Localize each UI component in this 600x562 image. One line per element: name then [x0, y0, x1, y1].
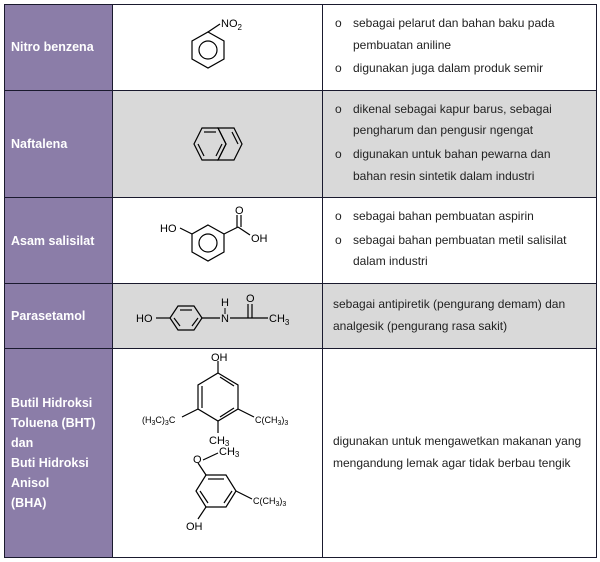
- description-cell: sebagai pelarut dan bahan baku pada pemb…: [323, 5, 597, 91]
- label-o: O: [235, 205, 244, 217]
- table-row: Naftalena dikenal sebagai kapur barus, s…: [5, 90, 597, 197]
- compound-name: Naftalena: [5, 90, 113, 197]
- label-oh: OH: [186, 521, 203, 533]
- label-h: H: [221, 297, 229, 309]
- structure-cell: HO O OH: [113, 198, 323, 284]
- label-oh: OH: [211, 353, 228, 364]
- structure-cell: OH (H3C)3C C(CH3)3 CH3 O CH3 C(CH3)3: [113, 348, 323, 557]
- compound-name: Asam salisilat: [5, 198, 113, 284]
- structure-cell: HO N H O CH3: [113, 283, 323, 348]
- desc-text: digunakan untuk mengawetkan makanan yang…: [333, 434, 581, 470]
- paracetamol-structure: HO N H O CH3: [118, 288, 318, 344]
- description-cell: digunakan untuk mengawetkan makanan yang…: [323, 348, 597, 557]
- description-list: sebagai bahan pembuatan aspirin sebagai …: [333, 206, 586, 273]
- structure-cell: NO2: [113, 5, 323, 91]
- nitrobenzene-structure: NO2: [158, 17, 278, 77]
- description-cell: sebagai antipiretik (pengurang demam) da…: [323, 283, 597, 348]
- desc-item: sebagai bahan pembuatan aspirin: [349, 206, 586, 228]
- label-ch3: CH3: [219, 446, 240, 459]
- table-row: Parasetamol HO N H: [5, 283, 597, 348]
- description-cell: dikenal sebagai kapur barus, sebagai pen…: [323, 90, 597, 197]
- description-list: dikenal sebagai kapur barus, sebagai pen…: [333, 99, 586, 187]
- label-cch33: C(CH3)3: [255, 415, 288, 427]
- table-row: Butil HidroksiToluena (BHT)danButi Hidro…: [5, 348, 597, 557]
- desc-item: dikenal sebagai kapur barus, sebagai pen…: [349, 99, 586, 142]
- bht-bha-structure: OH (H3C)3C C(CH3)3 CH3 O CH3 C(CH3)3: [118, 353, 318, 553]
- table-row: Nitro benzena NO2 sebagai pelarut dan ba…: [5, 5, 597, 91]
- label-h3c3c: (H3C)3C: [142, 415, 176, 427]
- label-n: N: [221, 313, 229, 325]
- description-cell: sebagai bahan pembuatan aspirin sebagai …: [323, 198, 597, 284]
- desc-item: sebagai pelarut dan bahan baku pada pemb…: [349, 13, 586, 56]
- table-row: Asam salisilat HO O OH sebagai bahan: [5, 198, 597, 284]
- label-oh: OH: [251, 233, 268, 245]
- compound-name: Nitro benzena: [5, 5, 113, 91]
- label-no2: NO2: [221, 18, 243, 32]
- structure-cell: [113, 90, 323, 197]
- label-ch3: CH3: [269, 313, 290, 327]
- label-cch33: C(CH3)3: [253, 496, 286, 508]
- salicylic-structure: HO O OH: [138, 205, 298, 277]
- label-ho: HO: [136, 313, 153, 325]
- label-ho: HO: [160, 223, 177, 235]
- description-list: sebagai pelarut dan bahan baku pada pemb…: [333, 13, 586, 80]
- desc-item: digunakan juga dalam produk semir: [349, 58, 586, 80]
- desc-item: digunakan untuk bahan pewarna dan bahan …: [349, 144, 586, 187]
- naphthalene-structure: [148, 114, 288, 174]
- compound-name: Butil HidroksiToluena (BHT)danButi Hidro…: [5, 348, 113, 557]
- compound-name: Parasetamol: [5, 283, 113, 348]
- label-o: O: [246, 293, 255, 305]
- compounds-table: Nitro benzena NO2 sebagai pelarut dan ba…: [4, 4, 597, 558]
- desc-item: sebagai bahan pembuatan metil salisilat …: [349, 230, 586, 273]
- label-o: O: [193, 454, 202, 466]
- desc-text: sebagai antipiretik (pengurang demam) da…: [333, 297, 565, 333]
